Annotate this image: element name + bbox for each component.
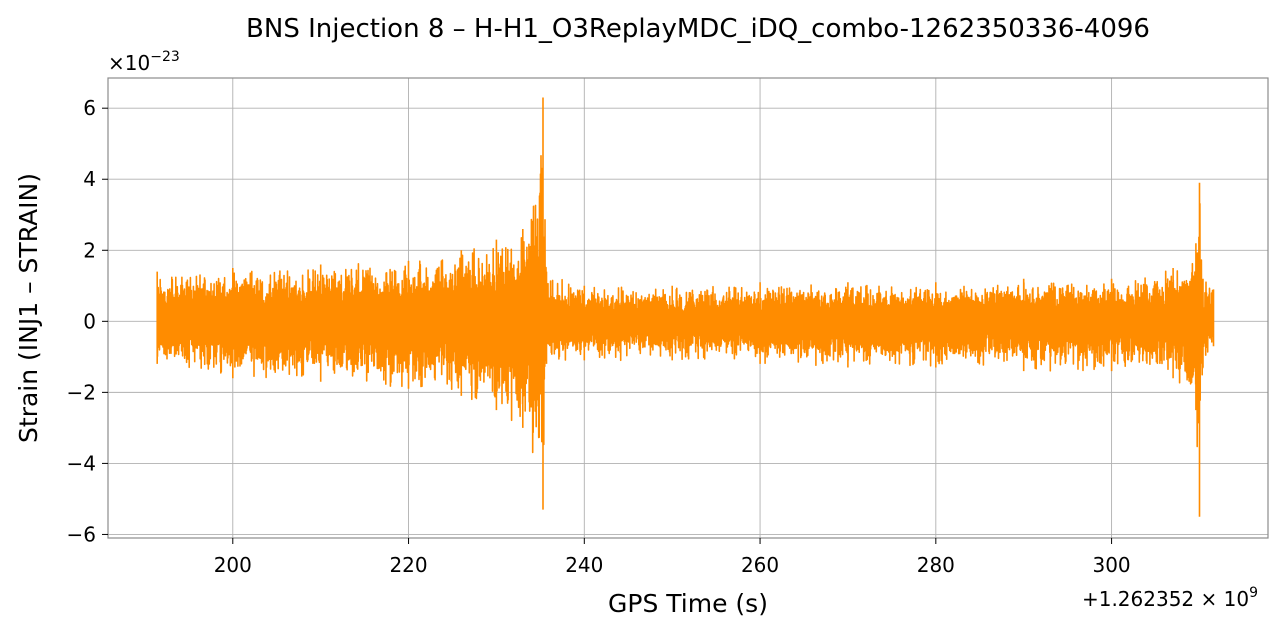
chart-title: BNS Injection 8 – H-H1_O3ReplayMDC_iDQ_c… [246,14,1150,44]
series-layer [156,97,1215,517]
plot-frame [107,77,1269,539]
ticks: 200 220 240 260 280 300 −6 −4 −2 0 2 4 6 [67,96,1131,577]
y-tick-label: −2 [67,380,96,404]
strain-series-line [156,97,1215,517]
y-multiplier-label: ×10−23 [108,49,180,75]
y-axis-label: Strain (INJ1 – STRAIN) [14,173,43,443]
x-offset-base: +1.262352 × 10 [1082,587,1249,611]
x-axis-label: GPS Time (s) [608,589,768,618]
y-tick-label: 6 [83,96,96,120]
x-tick-label: 240 [565,553,603,577]
x-tick-label: 220 [389,553,427,577]
x-offset-label: +1.262352 × 109 [1082,585,1258,611]
y-multiplier-base: ×10 [108,51,150,75]
x-tick-label: 280 [917,553,955,577]
x-tick-label: 200 [214,553,252,577]
y-tick-label: 0 [83,309,96,333]
x-tick-label: 260 [741,553,779,577]
x-tick-label: 300 [1092,553,1130,577]
y-tick-label: 4 [83,167,96,191]
y-multiplier-exponent: −23 [150,49,180,65]
y-tick-label: −4 [67,451,96,475]
x-offset-exponent: 9 [1249,585,1258,601]
y-tick-label: −6 [67,522,96,546]
y-tick-label: 2 [83,238,96,262]
